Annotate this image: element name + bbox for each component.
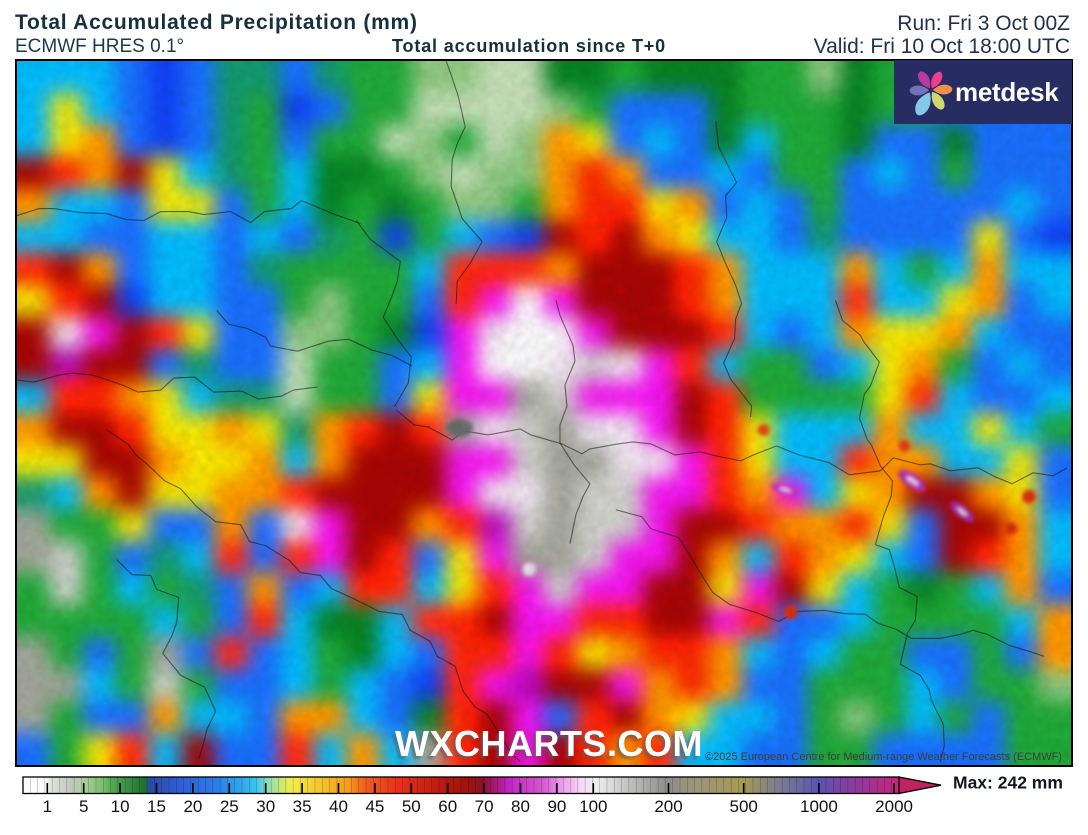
svg-text:90: 90 (547, 797, 566, 816)
svg-text:1: 1 (43, 797, 52, 816)
svg-text:20: 20 (183, 797, 202, 816)
svg-text:200: 200 (654, 797, 682, 816)
svg-text:45: 45 (365, 797, 384, 816)
svg-text:60: 60 (438, 797, 457, 816)
svg-text:10: 10 (111, 797, 130, 816)
svg-text:25: 25 (220, 797, 239, 816)
svg-text:15: 15 (147, 797, 166, 816)
svg-text:2000: 2000 (875, 797, 913, 816)
svg-text:metdesk: metdesk (955, 77, 1059, 107)
svg-text:Max: 242 mm: Max: 242 mm (953, 773, 1063, 793)
svg-text:5: 5 (79, 797, 88, 816)
svg-text:35: 35 (293, 797, 312, 816)
svg-text:30: 30 (256, 797, 275, 816)
svg-text:80: 80 (511, 797, 530, 816)
svg-text:500: 500 (730, 797, 758, 816)
svg-text:100: 100 (579, 797, 607, 816)
svg-text:1000: 1000 (800, 797, 838, 816)
svg-text:70: 70 (475, 797, 494, 816)
svg-text:50: 50 (402, 797, 421, 816)
svg-text:40: 40 (329, 797, 348, 816)
